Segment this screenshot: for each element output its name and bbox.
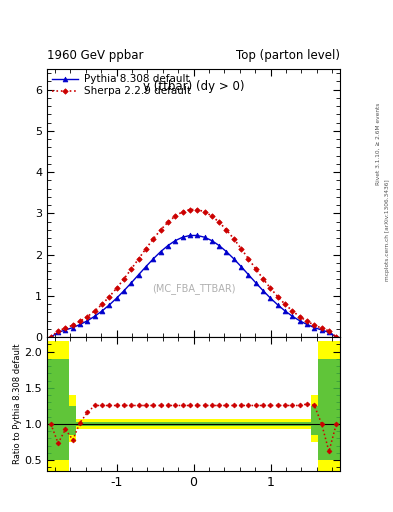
Sherpa 2.2.9 default — [56, 328, 61, 334]
Sherpa 2.2.9 default — [70, 322, 75, 328]
Pythia 8.308 default — [268, 295, 273, 301]
Sherpa 2.2.9 default — [173, 213, 178, 219]
Sherpa 2.2.9 default — [224, 227, 229, 233]
Sherpa 2.2.9 default — [78, 318, 83, 325]
Pythia 8.308 default — [246, 271, 251, 278]
Sherpa 2.2.9 default — [48, 334, 53, 340]
Sherpa 2.2.9 default — [136, 255, 141, 262]
Sherpa 2.2.9 default — [122, 276, 127, 282]
Sherpa 2.2.9 default — [283, 301, 287, 307]
Sherpa 2.2.9 default — [92, 308, 97, 314]
Sherpa 2.2.9 default — [290, 308, 295, 314]
Line: Pythia 8.308 default: Pythia 8.308 default — [48, 233, 339, 339]
Sherpa 2.2.9 default — [158, 227, 163, 233]
Text: mcplots.cern.ch [arXiv:1306.3436]: mcplots.cern.ch [arXiv:1306.3436] — [385, 180, 389, 281]
Pythia 8.308 default — [224, 249, 229, 255]
Sherpa 2.2.9 default — [275, 293, 280, 300]
Pythia 8.308 default — [56, 329, 61, 335]
Sherpa 2.2.9 default — [327, 328, 331, 334]
Pythia 8.308 default — [85, 317, 90, 324]
Pythia 8.308 default — [253, 280, 258, 286]
Sherpa 2.2.9 default — [253, 266, 258, 272]
Sherpa 2.2.9 default — [312, 322, 317, 328]
Pythia 8.308 default — [107, 302, 112, 308]
Sherpa 2.2.9 default — [334, 334, 339, 340]
Pythia 8.308 default — [275, 302, 280, 308]
Pythia 8.308 default — [129, 280, 134, 286]
Pythia 8.308 default — [319, 327, 324, 333]
Sherpa 2.2.9 default — [195, 206, 200, 212]
Pythia 8.308 default — [48, 334, 53, 340]
Sherpa 2.2.9 default — [143, 246, 148, 252]
Sherpa 2.2.9 default — [63, 325, 68, 331]
Sherpa 2.2.9 default — [239, 246, 244, 252]
Pythia 8.308 default — [63, 327, 68, 333]
Sherpa 2.2.9 default — [319, 325, 324, 331]
Pythia 8.308 default — [136, 271, 141, 278]
Pythia 8.308 default — [70, 325, 75, 331]
Pythia 8.308 default — [187, 232, 192, 239]
Pythia 8.308 default — [114, 295, 119, 301]
Pythia 8.308 default — [202, 234, 207, 240]
Sherpa 2.2.9 default — [202, 209, 207, 215]
Sherpa 2.2.9 default — [231, 236, 236, 242]
Pythia 8.308 default — [195, 232, 200, 239]
Pythia 8.308 default — [231, 256, 236, 262]
Y-axis label: Ratio to Pythia 8.308 default: Ratio to Pythia 8.308 default — [13, 344, 22, 464]
Pythia 8.308 default — [327, 329, 331, 335]
Sherpa 2.2.9 default — [180, 209, 185, 215]
Pythia 8.308 default — [305, 322, 309, 328]
Pythia 8.308 default — [92, 313, 97, 319]
Line: Sherpa 2.2.9 default: Sherpa 2.2.9 default — [49, 207, 338, 339]
Pythia 8.308 default — [290, 313, 295, 319]
Pythia 8.308 default — [334, 334, 339, 340]
Text: 1960 GeV ppbar: 1960 GeV ppbar — [47, 50, 144, 62]
Sherpa 2.2.9 default — [151, 236, 156, 242]
Sherpa 2.2.9 default — [209, 213, 214, 219]
Sherpa 2.2.9 default — [305, 318, 309, 325]
Pythia 8.308 default — [209, 238, 214, 244]
Sherpa 2.2.9 default — [114, 285, 119, 291]
Pythia 8.308 default — [180, 234, 185, 240]
Text: (MC_FBA_TTBAR): (MC_FBA_TTBAR) — [152, 283, 235, 294]
Sherpa 2.2.9 default — [165, 219, 170, 225]
Sherpa 2.2.9 default — [261, 276, 265, 282]
Sherpa 2.2.9 default — [246, 255, 251, 262]
Pythia 8.308 default — [78, 322, 83, 328]
Legend: Pythia 8.308 default, Sherpa 2.2.9 default: Pythia 8.308 default, Sherpa 2.2.9 defau… — [50, 72, 193, 98]
Pythia 8.308 default — [143, 264, 148, 270]
Sherpa 2.2.9 default — [100, 301, 105, 307]
Sherpa 2.2.9 default — [268, 285, 273, 291]
Sherpa 2.2.9 default — [187, 206, 192, 212]
Text: Rivet 3.1.10, ≥ 2.6M events: Rivet 3.1.10, ≥ 2.6M events — [376, 102, 380, 184]
Pythia 8.308 default — [173, 238, 178, 244]
Pythia 8.308 default — [283, 308, 287, 314]
Text: Top (parton level): Top (parton level) — [236, 50, 340, 62]
Text: y (ttbar) (dy > 0): y (ttbar) (dy > 0) — [143, 80, 244, 93]
Pythia 8.308 default — [261, 288, 265, 294]
Sherpa 2.2.9 default — [85, 313, 90, 319]
Pythia 8.308 default — [165, 243, 170, 249]
Pythia 8.308 default — [151, 256, 156, 262]
Sherpa 2.2.9 default — [107, 293, 112, 300]
Pythia 8.308 default — [239, 264, 244, 270]
Pythia 8.308 default — [298, 317, 302, 324]
Pythia 8.308 default — [217, 243, 222, 249]
Pythia 8.308 default — [312, 325, 317, 331]
Sherpa 2.2.9 default — [129, 266, 134, 272]
Sherpa 2.2.9 default — [217, 219, 222, 225]
Pythia 8.308 default — [122, 288, 127, 294]
Sherpa 2.2.9 default — [298, 313, 302, 319]
Pythia 8.308 default — [100, 308, 105, 314]
Pythia 8.308 default — [158, 249, 163, 255]
